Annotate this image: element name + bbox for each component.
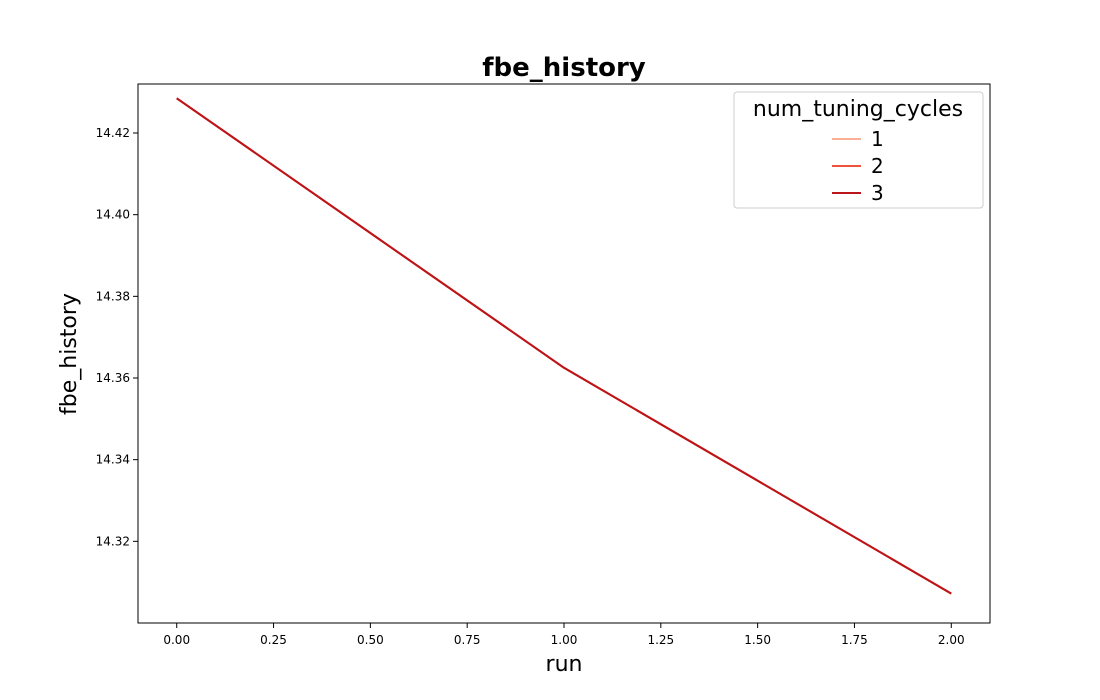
- x-tick-label: 1.50: [744, 633, 771, 647]
- legend-label-2: 2: [871, 154, 884, 178]
- x-tick-label: 0.50: [357, 633, 384, 647]
- y-axis: 14.32 14.34 14.36 14.38 14.40 14.42: [96, 126, 138, 548]
- legend-box: [733, 91, 984, 209]
- legend-entries: 1 2 3: [832, 127, 884, 205]
- x-tick-label: 0.00: [163, 633, 190, 647]
- y-tick-label: 14.40: [96, 208, 130, 222]
- series-lines: [176, 97, 952, 595]
- y-tick-label: 14.32: [96, 534, 130, 548]
- y-tick-label: 14.38: [96, 289, 130, 303]
- y-tick-label: 14.34: [96, 453, 130, 467]
- x-tick-label: 1.25: [647, 633, 674, 647]
- x-tick-label: 0.75: [454, 633, 481, 647]
- legend: num_tuning_cycles 1 2 3: [733, 91, 984, 209]
- x-axis-label: run: [546, 652, 583, 677]
- x-tick-label: 1.00: [551, 633, 578, 647]
- x-tick-label: 0.25: [260, 633, 287, 647]
- series-line-3: [176, 97, 952, 595]
- legend-label-3: 3: [871, 181, 884, 205]
- legend-title: num_tuning_cycles: [753, 97, 963, 122]
- x-axis: 0.00 0.25 0.50 0.75 1.00 1.25 1.50 1.75 2.00: [163, 623, 965, 647]
- y-tick-label: 14.36: [96, 371, 130, 385]
- y-tick-label: 14.42: [96, 126, 130, 140]
- legend-label-1: 1: [871, 127, 884, 151]
- x-tick-label: 1.75: [841, 633, 868, 647]
- x-tick-label: 2.00: [938, 633, 965, 647]
- chart-title: fbe_history: [482, 53, 646, 83]
- y-axis-label: fbe_history: [57, 293, 82, 415]
